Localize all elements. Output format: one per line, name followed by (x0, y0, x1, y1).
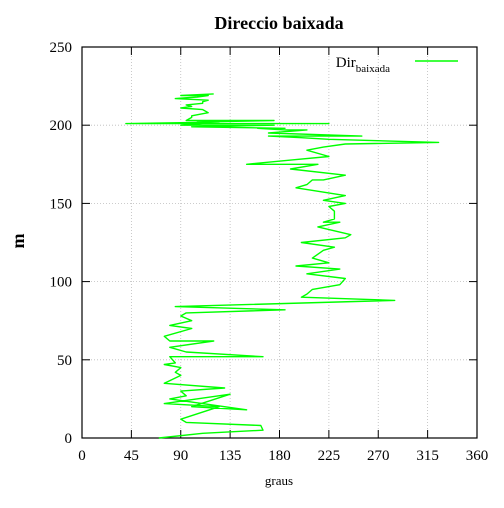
y-tick-label: 250 (50, 40, 73, 56)
series-layer (125, 93, 440, 439)
y-tick-label: 100 (50, 275, 73, 291)
x-tick-label: 360 (466, 448, 489, 464)
x-tick-label: 315 (416, 448, 439, 464)
x-tick-label: 45 (124, 448, 139, 464)
grid-layer (82, 47, 477, 438)
legend-label: Dirbaixada (336, 55, 390, 75)
legend-label-main: Dir (336, 55, 356, 71)
y-tick-label: 200 (50, 118, 73, 134)
x-tick-label: 135 (219, 448, 242, 464)
y-tick-label: 150 (50, 196, 73, 212)
series-line-dir-baixada (125, 93, 440, 439)
y-tick-label: 50 (57, 353, 72, 369)
y-axis-label: m (8, 234, 28, 249)
legend-label-subscript: baixada (356, 63, 390, 75)
x-tick-label: 270 (367, 448, 390, 464)
chart-title: Direccio baixada (214, 13, 343, 33)
legend: Dirbaixada (336, 55, 458, 75)
x-axis-label: graus (265, 473, 293, 488)
x-tick-label: 180 (268, 448, 291, 464)
x-tick-label: 90 (173, 448, 188, 464)
ticks-layer: 0 45 90 135 180 225 270 315 360 0 50 100 150 200 250 (50, 40, 489, 464)
y-tick-label: 0 (65, 431, 73, 447)
x-tick-label: 0 (78, 448, 86, 464)
x-tick-label: 225 (318, 448, 341, 464)
